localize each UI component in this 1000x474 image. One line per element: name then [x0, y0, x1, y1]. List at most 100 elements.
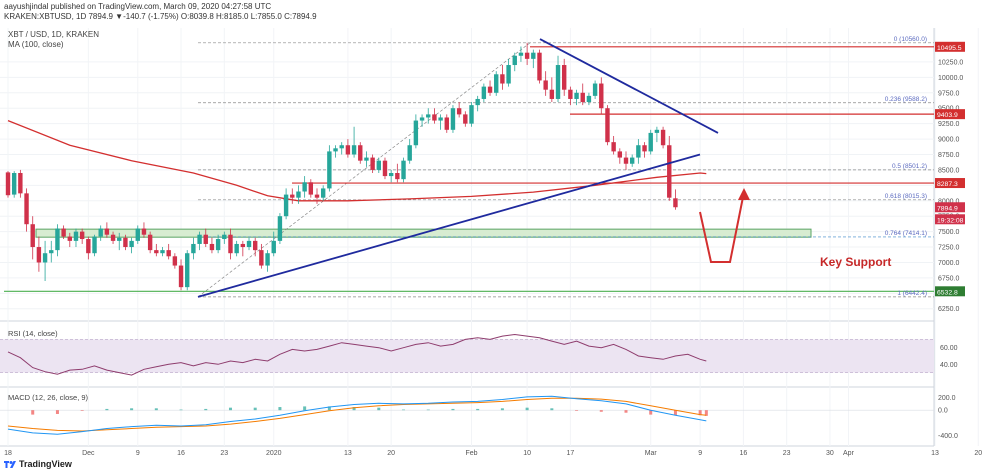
candle — [592, 80, 598, 99]
rsi-tick-label: 40.00 — [940, 362, 958, 369]
candle-body — [667, 145, 672, 198]
macd-histogram-bar — [303, 406, 307, 411]
candle — [308, 179, 314, 198]
candle-body — [388, 173, 394, 177]
candle — [67, 232, 72, 248]
macd-histogram-bar — [575, 410, 579, 411]
candle — [654, 126, 660, 143]
candle — [290, 188, 295, 204]
price-tag-label: 9403.9 — [937, 112, 958, 119]
candle-body — [568, 89, 573, 99]
candle-body — [512, 55, 517, 66]
candle — [401, 157, 406, 183]
tradingview-logo[interactable]: TradingView — [4, 459, 72, 469]
candle — [166, 243, 171, 260]
candle-body — [395, 173, 400, 180]
candle-body — [24, 193, 29, 225]
candle-body — [401, 160, 406, 180]
price-tag-label: 7894.9 — [937, 205, 958, 212]
price-tick-label: 8500.0 — [938, 167, 960, 174]
candle-body — [222, 234, 227, 240]
candle-body — [339, 145, 344, 149]
candle — [543, 71, 548, 96]
candle-body — [432, 114, 437, 121]
candle-body — [191, 243, 196, 254]
candle — [191, 237, 196, 260]
candle-body — [654, 129, 660, 133]
candle-body — [185, 253, 190, 288]
macd-histogram-bar — [228, 407, 232, 411]
candle — [5, 171, 11, 198]
candle-body — [61, 228, 66, 237]
time-tick-label: 17 — [566, 450, 574, 457]
candle-body — [599, 83, 604, 109]
candle — [407, 139, 412, 164]
candle — [481, 83, 487, 103]
candle-body — [673, 198, 678, 208]
candle — [327, 145, 332, 192]
candle — [376, 157, 381, 173]
rsi-band — [0, 339, 934, 373]
macd-histogram-bar — [426, 409, 430, 411]
candle — [185, 250, 190, 291]
macd-line — [7, 395, 707, 435]
publisher-line: aayushjindal published on TradingView.co… — [4, 2, 272, 11]
macd-tick-label: -400.0 — [938, 433, 958, 440]
candle-body — [506, 65, 511, 84]
price-pane — [4, 38, 934, 298]
candle-body — [36, 247, 42, 263]
candle — [61, 225, 66, 240]
candle — [531, 49, 536, 69]
time-tick-label: 18 — [4, 450, 12, 457]
candle — [432, 108, 437, 124]
candle — [160, 247, 165, 257]
candle — [73, 228, 79, 248]
price-tick-label: 8750.0 — [938, 152, 960, 159]
candle — [506, 58, 511, 87]
candle-body — [290, 194, 295, 198]
time-tick-label: 30 — [826, 450, 834, 457]
candle — [110, 231, 116, 244]
candle-body — [469, 105, 474, 124]
candle-body — [518, 52, 524, 56]
candle — [228, 228, 233, 260]
candle — [426, 108, 431, 124]
candle — [98, 225, 103, 241]
candle-body — [5, 172, 11, 196]
candle-body — [562, 65, 567, 90]
candle — [364, 151, 369, 167]
candle-body — [456, 108, 462, 115]
candle — [463, 111, 468, 127]
price-tag-box — [935, 214, 965, 225]
time-tick-label: 20 — [974, 450, 982, 457]
candle — [469, 102, 474, 127]
time-tick-label: Feb — [465, 450, 477, 457]
price-tag: 10495.5 — [935, 41, 965, 52]
candle-body — [129, 240, 134, 248]
time-tick-label: 23 — [783, 450, 791, 457]
tradingview-brand: TradingView — [19, 459, 72, 469]
macd-title: MACD (12, 26, close, 9) — [8, 393, 89, 402]
candle-body — [481, 86, 487, 99]
candle-body — [160, 250, 165, 254]
candle — [580, 83, 585, 106]
candle — [86, 236, 91, 260]
candle-body — [537, 52, 542, 81]
price-tick-label: 9250.0 — [938, 121, 960, 128]
macd-histogram-bar — [80, 410, 84, 411]
candle — [419, 114, 425, 127]
macd-histogram-bar — [204, 408, 208, 411]
candle — [494, 71, 499, 96]
candle-body — [524, 52, 530, 59]
candle-body — [203, 234, 208, 244]
macd-histogram-bar — [476, 408, 480, 411]
projection-arrow-path — [699, 191, 745, 263]
candle-body — [327, 151, 332, 189]
candle — [518, 46, 524, 62]
candle — [574, 89, 579, 106]
macd-histogram-bar — [352, 407, 356, 411]
macd-histogram-bar — [525, 407, 529, 411]
candle — [549, 77, 555, 103]
time-tick-label: Dec — [82, 450, 95, 457]
